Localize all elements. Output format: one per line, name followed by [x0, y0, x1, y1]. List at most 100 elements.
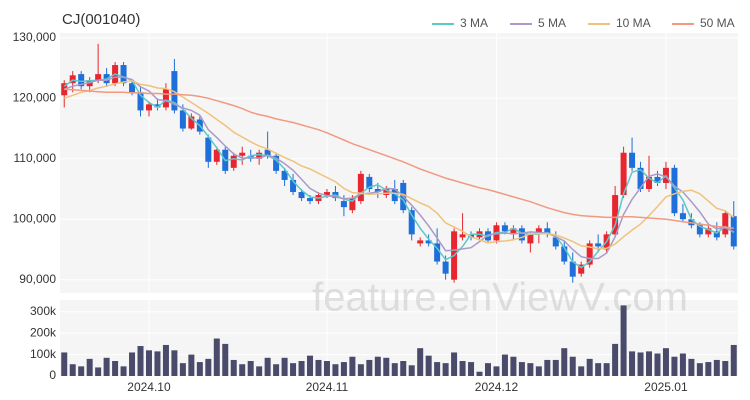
candle-body — [366, 176, 373, 189]
legend-label: 3 MA — [460, 16, 488, 30]
candle-body — [78, 74, 85, 87]
legend-label: 5 MA — [538, 16, 566, 30]
volume-bar — [61, 352, 68, 376]
volume-bar — [205, 358, 212, 376]
volume-bar — [290, 363, 297, 376]
volume-bar — [434, 362, 441, 376]
chart-title: CJ(001040) — [62, 11, 140, 28]
volume-bar — [459, 361, 466, 376]
volume-bar — [722, 361, 729, 376]
y-tick-label: 300k — [30, 304, 57, 318]
volume-bar — [374, 356, 381, 376]
y-tick-label: 90,000 — [19, 272, 56, 286]
candle-body — [137, 92, 144, 111]
watermark: feature.enViewV.com — [312, 276, 688, 320]
volume-bar — [662, 348, 669, 376]
volume-bar — [654, 353, 661, 376]
volume-bar — [273, 364, 280, 376]
candle-body — [213, 149, 220, 162]
candle-body — [578, 264, 585, 274]
volume-bar — [247, 361, 254, 376]
volume-bar — [451, 352, 458, 376]
volume-bar — [78, 366, 85, 376]
candle-body — [646, 176, 653, 189]
volume-bar — [510, 356, 517, 376]
volume-bar — [400, 361, 407, 376]
volume-bar — [442, 363, 449, 376]
x-tick-label: 2025.01 — [644, 380, 688, 394]
volume-bar — [569, 356, 576, 376]
volume-bar — [179, 363, 186, 376]
volume-bar — [595, 363, 602, 376]
volume-bar — [561, 348, 568, 376]
candle-body — [298, 192, 305, 199]
x-tick-label: 2024.11 — [306, 380, 349, 394]
volume-bar — [476, 371, 483, 376]
volume-bar — [620, 305, 627, 376]
volume-bar — [501, 354, 508, 376]
y-tick-label: 120,000 — [13, 90, 57, 104]
volume-bar — [120, 366, 127, 376]
candle-body — [340, 201, 347, 208]
candle-body — [408, 210, 415, 235]
volume-bar — [230, 359, 237, 376]
candle-body — [323, 192, 330, 196]
candle-body — [188, 116, 195, 129]
volume-bar — [586, 358, 593, 376]
volume-bar — [188, 354, 195, 376]
volume-bar — [612, 343, 619, 376]
volume-bar — [256, 366, 263, 376]
candle-body — [425, 240, 432, 244]
candle-body — [620, 152, 627, 196]
volume-bar — [527, 363, 534, 376]
volume-bar — [696, 363, 703, 376]
candle-body — [374, 189, 381, 193]
volume-bar — [417, 348, 424, 376]
volume-bar — [222, 343, 229, 376]
candle-body — [544, 228, 551, 235]
volume-bar — [679, 353, 686, 376]
candle-body — [357, 173, 364, 202]
volume-bar — [86, 358, 93, 376]
ma-line — [64, 88, 734, 230]
volume-bar — [535, 366, 542, 376]
candle-body — [468, 234, 475, 238]
candle-body — [535, 228, 542, 235]
volume-bar — [713, 359, 720, 376]
legend-label: 10 MA — [616, 16, 651, 30]
legend-label: 50 MA — [700, 16, 735, 30]
candle-body — [239, 152, 246, 156]
ma-line — [63, 76, 735, 260]
ma-line — [63, 73, 735, 269]
volume-bar — [671, 356, 678, 376]
volume-bar — [264, 357, 271, 376]
volume-bar — [552, 359, 559, 376]
candle-body — [129, 83, 136, 93]
candle-body — [162, 89, 169, 108]
volume-bar — [408, 365, 415, 376]
candle-body — [510, 228, 517, 235]
volume-bar — [298, 361, 305, 376]
candle-body — [154, 104, 161, 108]
volume-bar — [629, 351, 636, 376]
volume-bar — [688, 358, 695, 376]
volume-bar — [162, 344, 169, 376]
volume-bar — [484, 363, 491, 376]
volume-bar — [323, 361, 330, 376]
volume-bar — [340, 362, 347, 376]
candle-body — [552, 237, 559, 247]
volume-bar — [391, 363, 398, 376]
y-tick-label: 110,000 — [14, 151, 57, 165]
y-tick-label: 200k — [30, 325, 57, 339]
candle-body — [527, 234, 534, 244]
candle-body — [230, 155, 237, 168]
volume-bar — [154, 351, 161, 376]
volume-bar — [129, 352, 136, 376]
candle-body — [612, 195, 619, 235]
candle-body — [569, 261, 576, 277]
candle-body — [637, 167, 644, 189]
volume-bar — [137, 346, 144, 376]
volume-bar — [315, 359, 322, 376]
volume-bar — [705, 362, 712, 376]
